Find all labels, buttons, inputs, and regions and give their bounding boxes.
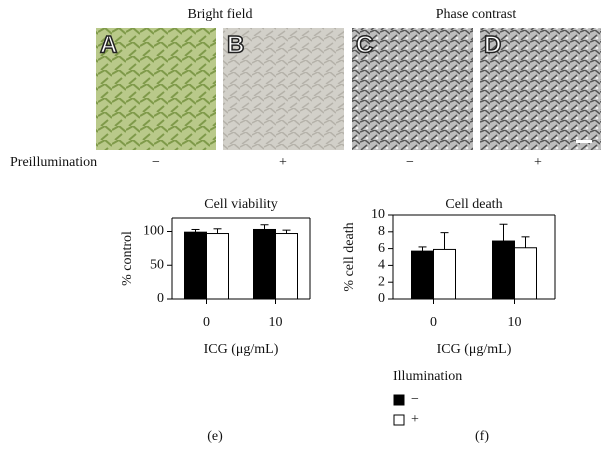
bar xyxy=(411,250,434,300)
row-sign: − xyxy=(406,155,414,170)
chart-title: Cell death xyxy=(445,197,502,212)
panel-letter: B xyxy=(227,31,244,58)
row-label: Preillumination xyxy=(10,155,97,170)
chart-title: Cell viability xyxy=(204,197,278,212)
y-tick-label: 0 xyxy=(157,291,164,306)
scale-bar xyxy=(576,140,592,143)
micrograph xyxy=(480,28,601,150)
micrograph xyxy=(96,28,216,150)
y-tick-label: 8 xyxy=(378,224,385,239)
row-sign: + xyxy=(279,155,287,170)
caption: (f) xyxy=(475,429,489,444)
y-tick-label: 4 xyxy=(378,258,385,273)
y-axis-label: % cell death xyxy=(342,222,357,291)
bar xyxy=(184,231,207,300)
legend-label: + xyxy=(411,412,419,427)
x-tick-label: 0 xyxy=(203,315,210,330)
y-tick-label: 2 xyxy=(378,274,385,289)
legend-label: − xyxy=(411,392,419,407)
bar xyxy=(433,248,456,300)
x-axis-label: ICG (μg/mL) xyxy=(437,342,512,357)
row-sign: + xyxy=(534,155,542,170)
bar xyxy=(492,240,515,300)
panel-letter: C xyxy=(356,31,373,58)
y-tick-label: 6 xyxy=(378,241,385,256)
micrograph xyxy=(352,28,473,150)
y-tick-label: 50 xyxy=(150,257,164,272)
x-axis-label: ICG (μg/mL) xyxy=(204,342,279,357)
caption: (e) xyxy=(207,429,223,444)
x-tick-label: 0 xyxy=(430,315,437,330)
x-tick-label: 10 xyxy=(508,315,522,330)
y-tick-label: 100 xyxy=(143,224,164,239)
bar xyxy=(275,233,298,300)
y-axis-label: % control xyxy=(120,231,135,286)
legend-swatch xyxy=(393,394,405,406)
panel-letter: D xyxy=(484,31,501,58)
micrograph xyxy=(223,28,344,150)
legend-title: Illumination xyxy=(393,369,462,384)
bar xyxy=(514,247,537,300)
x-tick-label: 10 xyxy=(269,315,283,330)
legend-swatch xyxy=(393,414,405,426)
y-tick-label: 0 xyxy=(378,291,385,306)
bar xyxy=(253,228,276,300)
heading: Bright field xyxy=(188,7,253,22)
bar xyxy=(206,233,229,300)
heading: Phase contrast xyxy=(436,7,517,22)
row-sign: − xyxy=(152,155,160,170)
y-tick-label: 10 xyxy=(371,207,385,222)
panel-letter: A xyxy=(100,31,117,58)
